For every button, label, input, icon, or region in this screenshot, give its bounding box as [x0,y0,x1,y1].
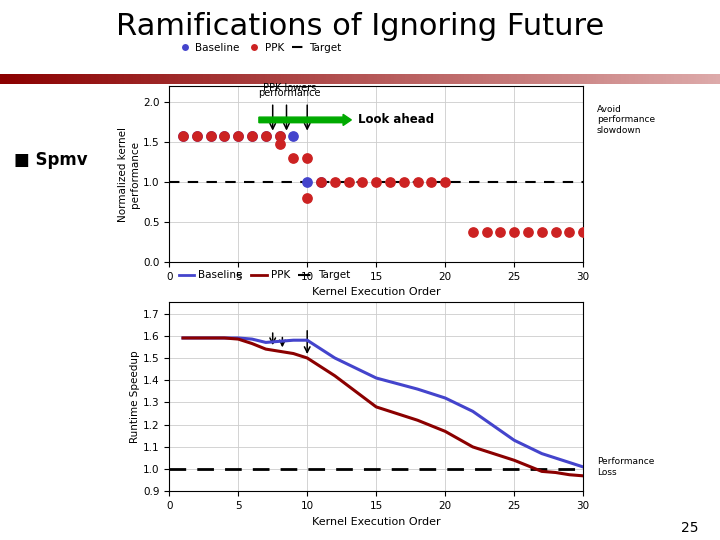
Point [260,132,271,140]
Point [191,132,202,140]
Point [274,132,285,140]
Point [177,132,189,140]
Point [370,178,382,186]
Point [550,228,562,237]
Point [356,178,368,186]
FancyArrow shape [259,114,351,125]
Point [302,194,313,202]
X-axis label: Kernel Execution Order: Kernel Execution Order [312,287,441,297]
Point [315,178,327,186]
Point [536,228,547,237]
Point [508,228,520,237]
Point [315,178,327,186]
Text: Ramifications of Ignoring Future: Ramifications of Ignoring Future [116,12,604,41]
Legend: Baseline, PPK, Target: Baseline, PPK, Target [174,266,355,285]
Legend: Baseline, PPK, Target: Baseline, PPK, Target [174,39,346,57]
Text: PPK lowers: PPK lowers [263,83,316,93]
Point [495,228,506,237]
Point [439,178,451,186]
Point [233,132,244,140]
Y-axis label: Normalized kernel
performance: Normalized kernel performance [119,127,140,221]
Text: ■ Spmv: ■ Spmv [14,151,88,169]
Point [219,132,230,140]
Y-axis label: Runtime Speedup: Runtime Speedup [130,350,140,443]
Point [177,132,189,140]
Point [522,228,534,237]
Point [204,132,216,140]
Point [219,132,230,140]
Point [287,132,300,140]
Point [426,178,437,186]
Point [302,178,313,186]
Point [302,154,313,163]
Point [398,178,410,186]
Text: Avoid
performance
slowdown: Avoid performance slowdown [597,105,655,135]
Point [384,178,396,186]
Point [204,132,216,140]
Point [274,132,285,140]
Point [191,132,202,140]
Text: performance: performance [258,87,320,98]
Text: Performance
Loss: Performance Loss [597,457,654,477]
Point [260,132,271,140]
Point [577,228,589,237]
Point [481,228,492,237]
Point [287,154,300,163]
Point [343,178,354,186]
Point [246,132,258,140]
Point [246,132,258,140]
Text: Look ahead: Look ahead [359,113,434,126]
Point [274,139,285,148]
Point [329,178,341,186]
Point [467,228,479,237]
Point [412,178,423,186]
Text: 25: 25 [681,521,698,535]
Point [233,132,244,140]
X-axis label: Kernel Execution Order: Kernel Execution Order [312,517,441,526]
Point [564,228,575,237]
